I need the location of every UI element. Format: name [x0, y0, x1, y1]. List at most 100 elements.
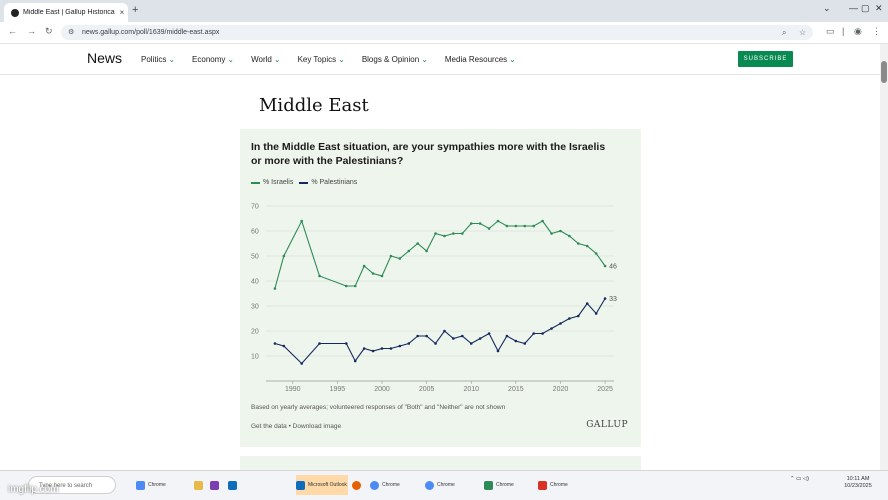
nav-label: Economy — [192, 55, 226, 64]
nav-media-resources[interactable]: Media Resources ⌄ — [445, 55, 516, 64]
site-info-icon[interactable]: ⚙ — [68, 29, 75, 36]
bookmark-star-icon[interactable]: ☆ — [799, 28, 807, 37]
y-tick-label: 30 — [251, 304, 259, 311]
taskbar-app-chrome-5[interactable]: Chrome — [538, 475, 590, 495]
y-tick-label: 50 — [251, 254, 259, 261]
data-point — [532, 332, 535, 335]
new-tab-button[interactable]: + — [132, 4, 139, 16]
data-point — [380, 274, 384, 278]
data-point — [282, 344, 286, 348]
x-tick-label: 2015 — [508, 386, 524, 393]
browser-tab[interactable]: Middle East | Gallup Historica × — [4, 3, 128, 22]
data-point — [353, 284, 357, 288]
taskbar-app-chrome-2[interactable]: Chrome — [370, 475, 420, 495]
extensions-icon[interactable]: | — [842, 26, 845, 36]
data-point — [559, 229, 562, 233]
chevron-down-icon: ⌄ — [421, 55, 428, 64]
taskbar-search[interactable]: Type here to search — [28, 476, 116, 494]
taskbar-app-outlook-window[interactable]: Microsoft Outlook — [296, 475, 348, 495]
y-tick-label: 40 — [251, 279, 259, 286]
series-line-palestinians — [274, 298, 606, 365]
nav-blogs-opinion[interactable]: Blogs & Opinion ⌄ — [362, 55, 428, 64]
data-point — [273, 287, 277, 290]
subscribe-button[interactable]: SUBSCRIBE — [738, 51, 793, 67]
data-point — [603, 297, 607, 300]
profile-icon[interactable]: ◉ — [854, 26, 862, 36]
legend-swatch — [299, 181, 309, 184]
data-point — [568, 234, 571, 238]
back-icon[interactable]: ← — [8, 26, 17, 36]
outlook-icon — [228, 480, 237, 490]
data-point — [550, 327, 553, 330]
taskbar-app-explorer[interactable] — [194, 475, 204, 495]
nav-world[interactable]: World ⌄ — [251, 55, 280, 64]
x-tick-label: 1990 — [285, 386, 301, 393]
tab-close-icon[interactable]: × — [119, 8, 125, 17]
data-point — [443, 329, 446, 333]
clock-time: 10:11 AM — [846, 476, 870, 482]
maximize-button[interactable]: ▢ — [861, 3, 870, 13]
onenote-icon — [210, 480, 219, 490]
data-point — [345, 342, 348, 345]
url-text: news.gallup.com/poll/1639/middle-east.as… — [82, 29, 220, 36]
taskbar-app-chrome-4[interactable]: Chrome — [484, 475, 534, 495]
app-label: Chrome — [550, 482, 568, 488]
nav-economy[interactable]: Economy ⌄ — [192, 55, 234, 64]
close-window-button[interactable]: ✕ — [875, 3, 883, 13]
chrome-icon — [370, 480, 379, 490]
menu-icon[interactable]: ⋮ — [872, 26, 881, 36]
data-point — [541, 332, 544, 335]
forward-icon[interactable]: → — [27, 26, 36, 36]
system-tray-icons[interactable]: ⌃ ▭ ◁) — [790, 476, 809, 482]
legend-label: % Palestinians — [311, 179, 358, 186]
data-point — [452, 337, 455, 340]
data-point — [568, 317, 571, 320]
taskbar-app-chrome-3[interactable]: Chrome — [425, 475, 480, 495]
chevron-down-icon: ⌄ — [338, 55, 345, 64]
chart-card: In the Middle East situation, are your s… — [240, 129, 641, 447]
taskbar-app-outlook[interactable] — [228, 475, 238, 495]
data-point — [371, 272, 375, 275]
data-point — [452, 232, 455, 235]
x-tick-label: 2010 — [463, 386, 479, 393]
chart-question: In the Middle East situation, are your s… — [251, 141, 606, 167]
data-point — [469, 222, 473, 225]
scrollbar-thumb[interactable] — [881, 61, 887, 83]
y-tick-label: 10 — [251, 354, 259, 361]
chart-legend: % Israelis % Palestinians — [251, 179, 363, 186]
minimize-button[interactable]: — — [849, 3, 858, 13]
taskbar-app-chrome[interactable]: Chrome — [136, 475, 188, 495]
data-point — [487, 227, 491, 230]
reload-icon[interactable]: ↻ — [45, 26, 53, 36]
page-scrollbar[interactable] — [880, 44, 888, 470]
data-point — [550, 232, 553, 235]
cast-icon[interactable]: ▭ — [826, 26, 835, 36]
app-label: Chrome — [496, 482, 514, 488]
zoom-icon[interactable]: ⌕ — [782, 28, 787, 37]
data-point — [380, 347, 384, 350]
data-point — [532, 224, 535, 228]
gallup-favicon-icon — [11, 8, 19, 17]
taskbar-app-onenote[interactable] — [210, 475, 220, 495]
address-bar[interactable]: ⚙ news.gallup.com/poll/1639/middle-east.… — [61, 25, 813, 40]
nav-key-topics[interactable]: Key Topics ⌄ — [298, 55, 345, 64]
pdf-icon — [538, 480, 547, 490]
gallup-icon — [484, 480, 493, 490]
data-point — [434, 232, 437, 235]
chart-links[interactable]: Get the data • Download image — [251, 423, 342, 430]
taskbar-app-firefox[interactable] — [352, 475, 364, 495]
data-point — [603, 264, 607, 268]
tab-title: Middle East | Gallup Historica — [23, 9, 115, 16]
legend-israelis: % Israelis — [251, 179, 293, 186]
imgflip-watermark: imgflip.com — [8, 484, 59, 495]
app-label: Chrome — [148, 482, 166, 488]
site-brand[interactable]: News — [87, 50, 123, 66]
tab-search-icon[interactable]: ⌄ — [823, 3, 831, 13]
nav-label: Politics — [141, 55, 167, 64]
data-point — [416, 334, 419, 338]
taskbar-clock[interactable]: 10:11 AM 10/23/2025 — [842, 476, 874, 490]
data-point — [577, 242, 580, 245]
nav-politics[interactable]: Politics ⌄ — [141, 55, 175, 64]
data-point — [389, 254, 393, 258]
app-label: Microsoft Outlook — [308, 482, 347, 488]
